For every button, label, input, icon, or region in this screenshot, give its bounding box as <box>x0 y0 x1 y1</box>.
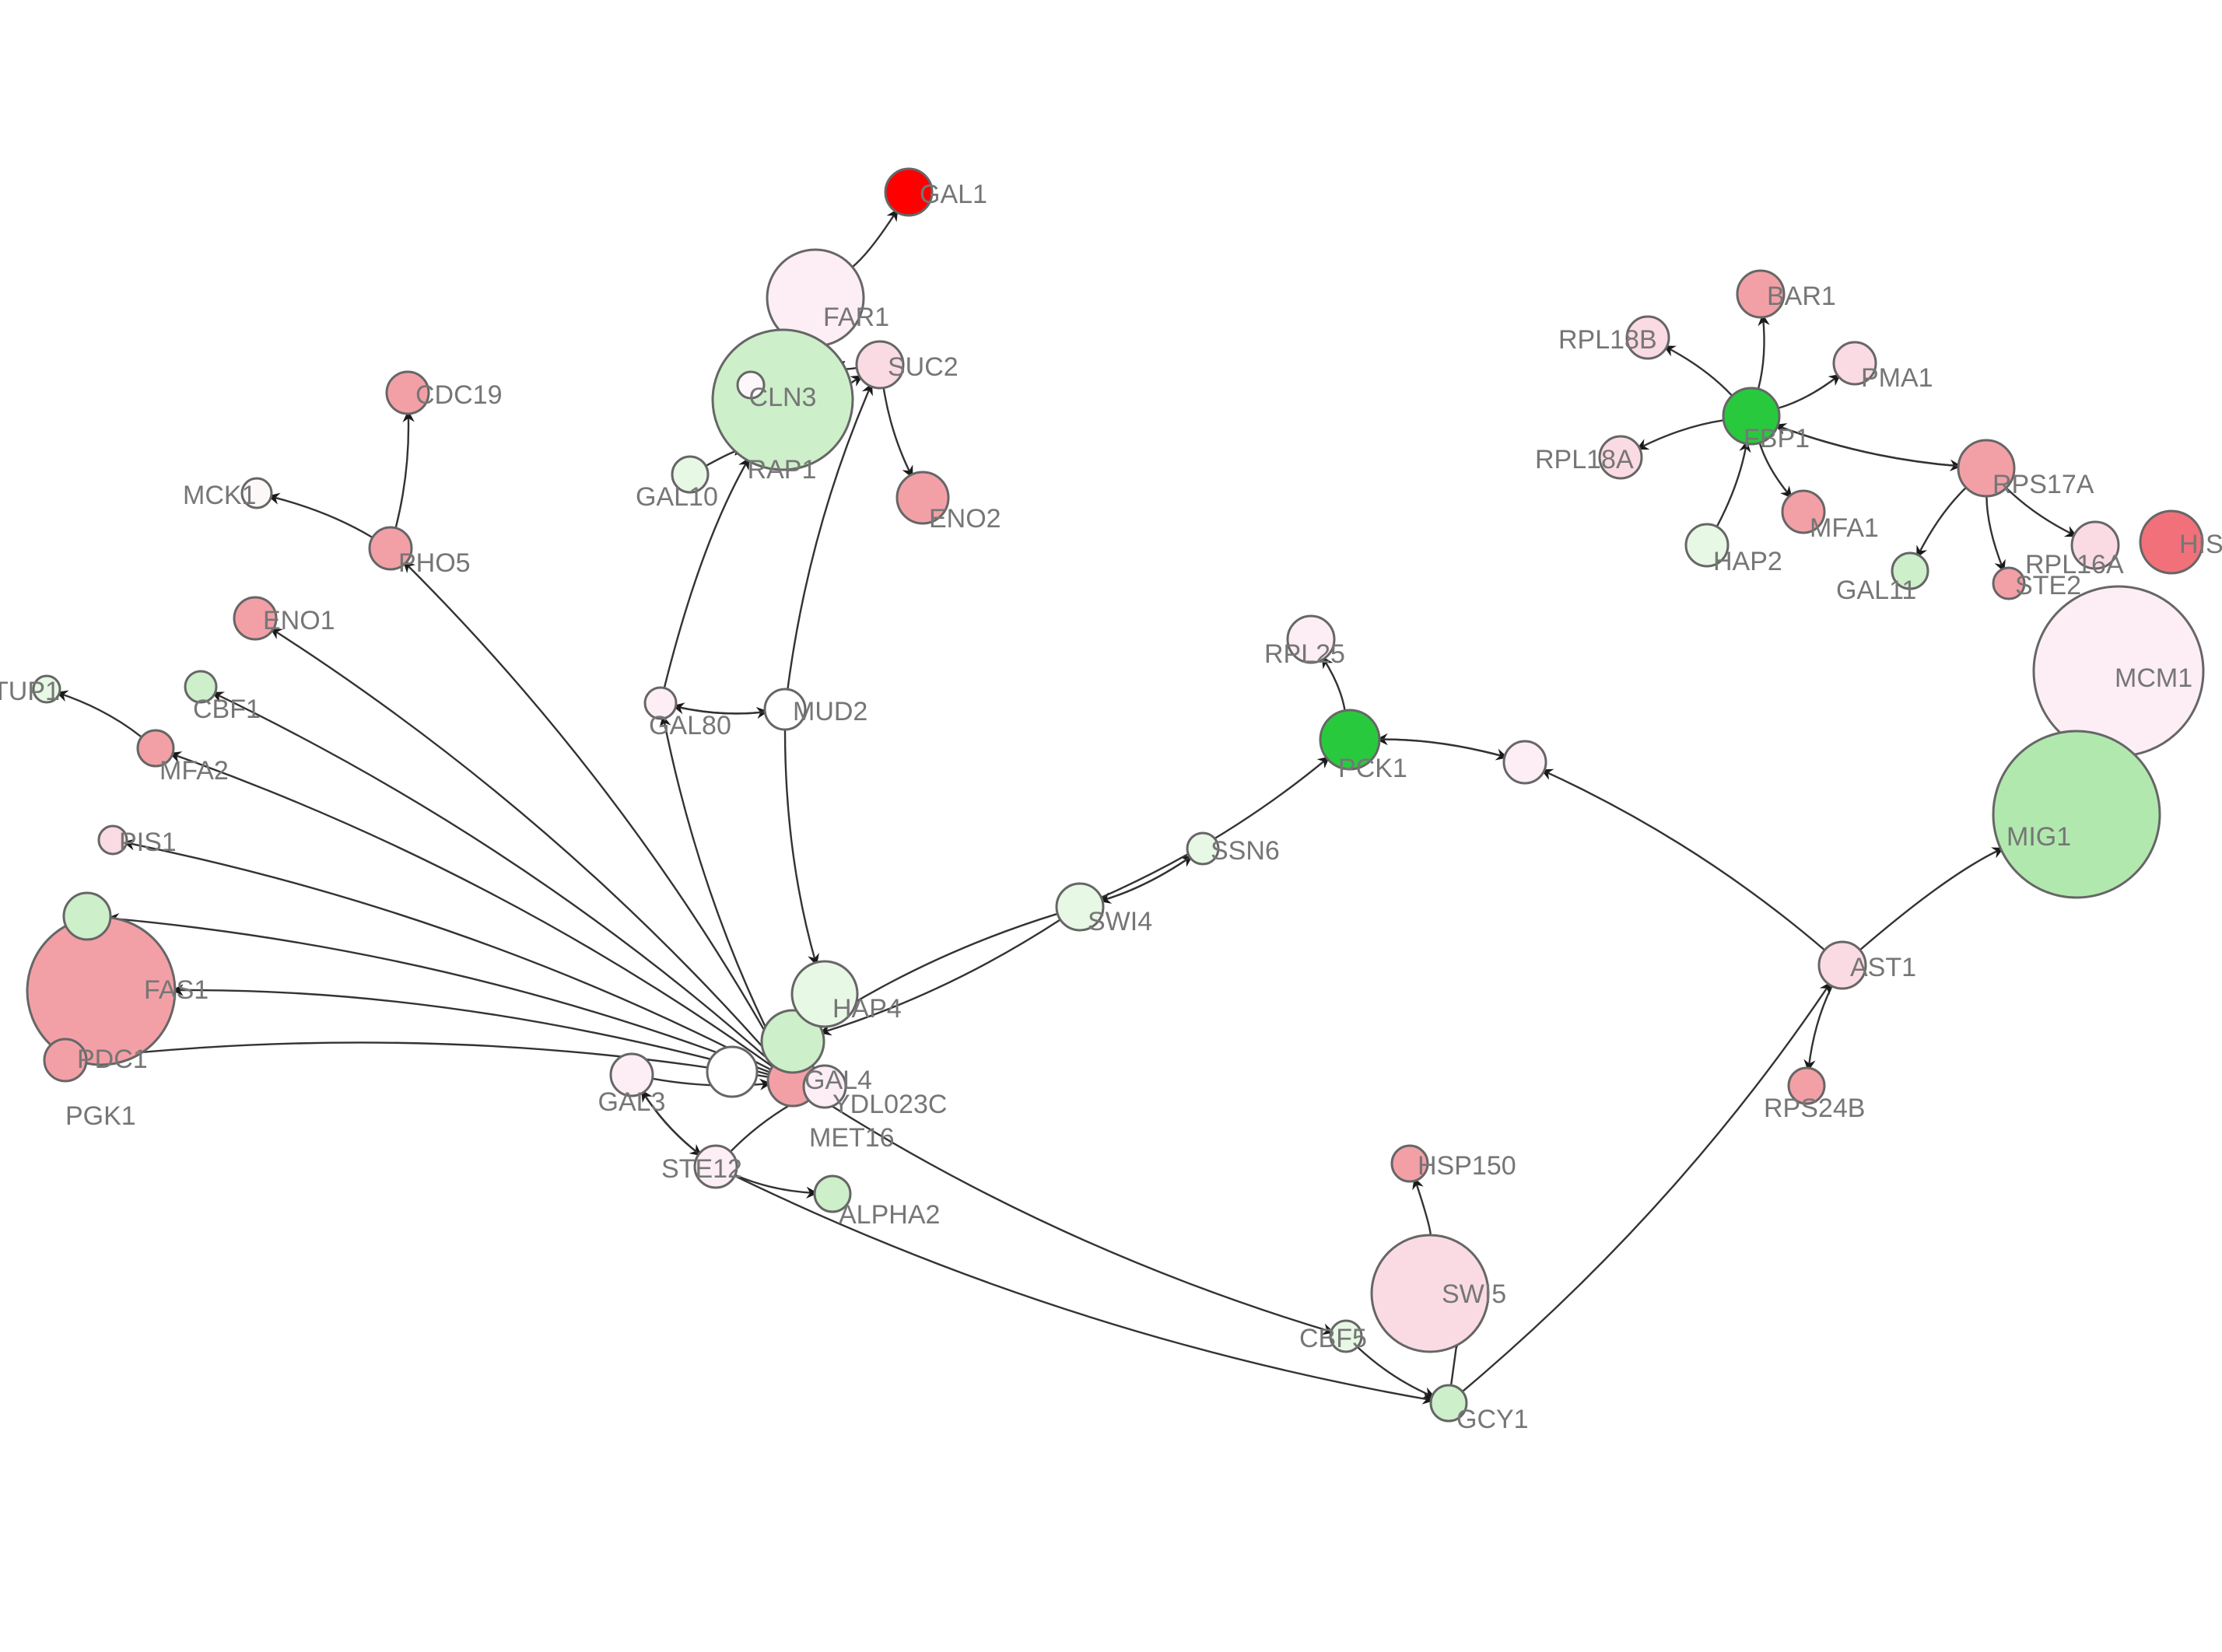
svg-text:RPS17A: RPS17A <box>1992 470 2094 499</box>
svg-text:FBP1: FBP1 <box>1744 424 1810 453</box>
svg-text:PHO5: PHO5 <box>398 548 471 578</box>
svg-text:HIS4: HIS4 <box>2179 530 2222 559</box>
svg-text:GAL80: GAL80 <box>649 711 731 740</box>
svg-text:SWI4: SWI4 <box>1088 907 1152 936</box>
svg-text:ALPHA2: ALPHA2 <box>839 1200 940 1230</box>
svg-text:RPL18A: RPL18A <box>1535 445 1634 474</box>
svg-text:HSP150: HSP150 <box>1418 1151 1516 1181</box>
svg-text:CBF1: CBF1 <box>193 695 261 724</box>
svg-text:MFA1: MFA1 <box>1810 513 1879 543</box>
svg-text:HAP2: HAP2 <box>1713 547 1782 576</box>
svg-text:CDC19: CDC19 <box>415 380 502 410</box>
svg-text:MET16: MET16 <box>809 1123 895 1153</box>
svg-text:HAP4: HAP4 <box>832 994 902 1024</box>
svg-text:GAL11: GAL11 <box>1836 576 1916 605</box>
svg-text:RAP1: RAP1 <box>748 455 817 485</box>
svg-text:ENO1: ENO1 <box>263 606 335 635</box>
svg-text:PGK1: PGK1 <box>65 1101 136 1131</box>
svg-text:GAL10: GAL10 <box>636 482 718 512</box>
svg-text:ENO2: ENO2 <box>929 504 1001 534</box>
svg-text:RPL16A: RPL16A <box>2025 550 2124 579</box>
svg-text:FAS1: FAS1 <box>144 975 209 1005</box>
svg-text:RPL18B: RPL18B <box>1558 325 1657 355</box>
svg-text:SSN6: SSN6 <box>1211 836 1280 866</box>
svg-text:STE12: STE12 <box>661 1154 742 1184</box>
svg-text:PMA1: PMA1 <box>1861 363 1933 393</box>
svg-text:TUP1: TUP1 <box>0 677 60 706</box>
svg-text:CBF5: CBF5 <box>1299 1324 1367 1353</box>
svg-text:YDL023C: YDL023C <box>832 1090 947 1119</box>
svg-text:AST1: AST1 <box>1850 953 1916 982</box>
svg-text:CLN3: CLN3 <box>749 383 817 412</box>
svg-text:FAR1: FAR1 <box>823 303 889 332</box>
svg-text:PDC1: PDC1 <box>77 1045 148 1074</box>
svg-text:MCK1: MCK1 <box>183 481 256 510</box>
svg-text:MIG1: MIG1 <box>2006 822 2071 852</box>
svg-text:SUC2: SUC2 <box>888 352 959 382</box>
svg-text:MFA2: MFA2 <box>159 756 229 786</box>
svg-text:MCM1: MCM1 <box>2115 663 2192 693</box>
svg-text:RPS24B: RPS24B <box>1764 1094 1865 1123</box>
svg-text:SWI5: SWI5 <box>1442 1279 1506 1309</box>
svg-text:GCY1: GCY1 <box>1456 1405 1529 1434</box>
svg-text:GAL1: GAL1 <box>920 180 987 209</box>
svg-text:PIS1: PIS1 <box>119 828 177 857</box>
svg-text:MUD2: MUD2 <box>793 697 867 726</box>
svg-text:RPL25: RPL25 <box>1264 639 1345 669</box>
svg-text:PCK1: PCK1 <box>1338 754 1407 783</box>
svg-text:BAR1: BAR1 <box>1767 282 1836 311</box>
svg-text:GAL3: GAL3 <box>598 1087 666 1117</box>
